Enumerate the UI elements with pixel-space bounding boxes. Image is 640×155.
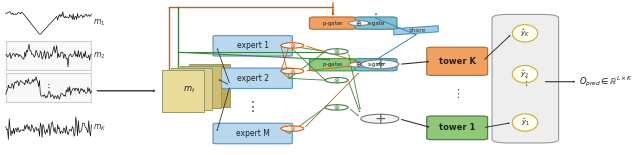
Text: $\oplus$: $\oplus$ [355, 19, 362, 28]
Ellipse shape [513, 65, 538, 83]
Circle shape [325, 105, 348, 110]
Text: $m_K$: $m_K$ [93, 123, 107, 133]
Text: $O_{pred} \in \mathbb{R}^{L\times K}$: $O_{pred} \in \mathbb{R}^{L\times K}$ [579, 74, 633, 89]
Circle shape [281, 68, 304, 74]
FancyBboxPatch shape [492, 14, 559, 143]
Text: $\hat{y}_2$: $\hat{y}_2$ [520, 68, 529, 80]
FancyBboxPatch shape [427, 47, 488, 75]
Circle shape [325, 49, 348, 54]
Text: expert 2: expert 2 [237, 74, 269, 83]
Text: $m_1$: $m_1$ [93, 18, 106, 28]
Text: share: share [409, 28, 427, 33]
FancyBboxPatch shape [355, 17, 397, 29]
Text: expert M: expert M [236, 129, 269, 138]
Text: s-gate: s-gate [367, 62, 385, 67]
Ellipse shape [513, 25, 538, 42]
Text: $\hat{y}_K$: $\hat{y}_K$ [520, 28, 530, 39]
Text: $\otimes$: $\otimes$ [289, 124, 296, 133]
Text: tower 1: tower 1 [439, 123, 476, 132]
Circle shape [281, 43, 304, 48]
Ellipse shape [513, 114, 538, 131]
Text: +: + [374, 112, 386, 126]
Bar [6, 73, 92, 102]
FancyBboxPatch shape [172, 68, 212, 110]
FancyBboxPatch shape [310, 17, 356, 29]
FancyBboxPatch shape [355, 59, 397, 71]
FancyBboxPatch shape [189, 64, 230, 106]
Text: s-gate: s-gate [367, 21, 385, 26]
Circle shape [361, 114, 399, 123]
Text: $\hat{y}_1$: $\hat{y}_1$ [520, 117, 529, 128]
Circle shape [349, 62, 369, 67]
Text: ⋮: ⋮ [44, 83, 53, 93]
Text: p-gate$_0$: p-gate$_0$ [322, 60, 344, 69]
Text: expert 1: expert 1 [237, 41, 269, 50]
Text: $\otimes$: $\otimes$ [333, 103, 340, 112]
Text: p-gate$_K$: p-gate$_K$ [321, 19, 344, 28]
Bar [6, 41, 92, 70]
Text: $\otimes$: $\otimes$ [289, 41, 296, 50]
FancyBboxPatch shape [163, 70, 204, 112]
Text: $m_t$: $m_t$ [183, 84, 196, 95]
Circle shape [361, 60, 399, 69]
Text: $\oplus$: $\oplus$ [355, 60, 362, 69]
Text: ⋮: ⋮ [246, 100, 260, 114]
FancyBboxPatch shape [213, 36, 292, 56]
Text: ⋮: ⋮ [520, 77, 531, 87]
Text: tower K: tower K [439, 57, 476, 66]
FancyBboxPatch shape [310, 59, 356, 71]
Text: $m_2$: $m_2$ [93, 50, 106, 60]
FancyBboxPatch shape [213, 123, 292, 144]
Circle shape [281, 126, 304, 131]
FancyBboxPatch shape [213, 68, 292, 89]
Text: $\otimes$: $\otimes$ [289, 67, 296, 76]
Polygon shape [394, 26, 438, 35]
Text: ⋮: ⋮ [452, 89, 463, 99]
Circle shape [349, 21, 369, 26]
Text: $\otimes$: $\otimes$ [333, 47, 340, 56]
Text: $\otimes$: $\otimes$ [333, 76, 340, 85]
Circle shape [325, 78, 348, 83]
FancyBboxPatch shape [180, 66, 221, 108]
FancyBboxPatch shape [427, 116, 488, 140]
Text: +: + [374, 57, 386, 71]
